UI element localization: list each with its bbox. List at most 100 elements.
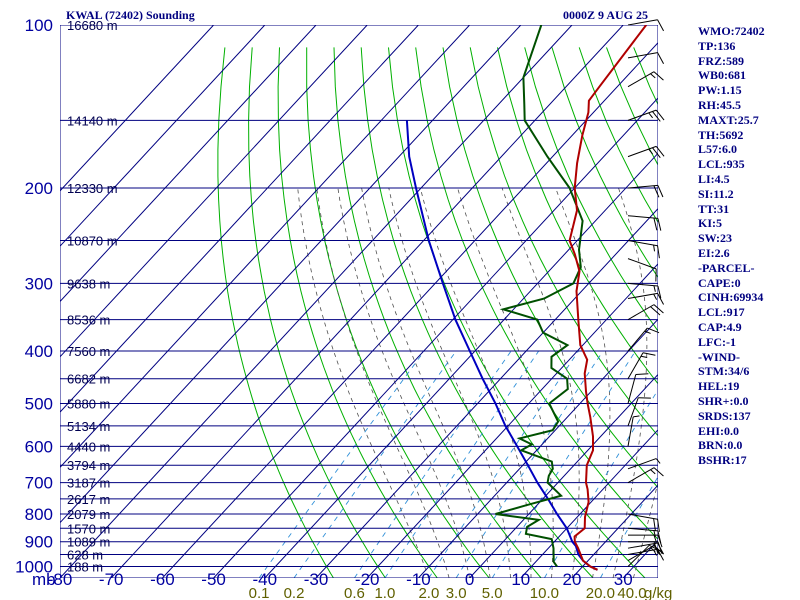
wind-barb-feather xyxy=(653,71,664,81)
sounding-timestamp: 0000Z 9 AUG 25 xyxy=(563,8,649,22)
wind-barb-half-feather xyxy=(648,112,653,119)
wind-barb-half-feather xyxy=(653,530,656,537)
wind-barb-feather xyxy=(647,327,660,334)
dry-adiabat xyxy=(360,47,594,578)
wind-barb-shaft xyxy=(627,397,639,427)
wind-barb-feather xyxy=(653,467,664,477)
wind-barb-shaft xyxy=(627,52,658,59)
isotherm xyxy=(315,207,658,578)
pressure-tick-label: 100 xyxy=(25,16,53,35)
wind-barb xyxy=(627,304,664,321)
mixing-ratio-line xyxy=(258,350,425,578)
index-item: L57:6.0 xyxy=(698,142,737,157)
wind-barb xyxy=(627,282,662,299)
wind-barb-feather xyxy=(657,530,662,544)
temperature-line xyxy=(568,25,647,571)
temperature-tick-label: -50 xyxy=(201,570,226,589)
wind-barb-half-feather xyxy=(653,293,658,300)
wind-barb-feather xyxy=(655,146,665,157)
wind-barb-half-feather xyxy=(650,469,656,475)
wind-barb-shaft xyxy=(627,292,658,300)
mixing-ratio-label: 0.2 xyxy=(284,585,305,600)
index-item: EHI:0.0 xyxy=(698,423,740,438)
pressure-tick-label: 1000 xyxy=(15,558,53,577)
wind-barb-feather xyxy=(653,541,659,554)
index-item: -PARCEL- xyxy=(698,260,755,275)
wind-barb-shaft xyxy=(627,458,657,470)
wind-barb-shaft xyxy=(627,282,658,287)
wind-barb-feather xyxy=(657,19,665,32)
pressure-tick-label: 400 xyxy=(25,342,53,361)
isotherm xyxy=(60,25,266,247)
height-label: 1570 m xyxy=(67,521,110,536)
dry-adiabat xyxy=(277,47,438,578)
height-label: 7560 m xyxy=(67,344,110,359)
index-item: WB0:681 xyxy=(698,68,746,83)
wind-barb-half-feather xyxy=(653,534,657,542)
wind-barb xyxy=(627,548,665,561)
plot-frame xyxy=(60,25,658,578)
isotherm xyxy=(60,25,214,192)
height-label: 5880 m xyxy=(67,397,110,412)
stability-indices-list: WMO:72402 TP:136 FRZ:589 WB0:681 PW:1.15 RH:4… xyxy=(698,24,765,468)
moist-adiabat xyxy=(337,187,470,578)
mixing-ratio-line xyxy=(293,350,457,578)
height-label: 9638 m xyxy=(67,276,110,291)
pressure-tick-label: 300 xyxy=(25,274,53,293)
pressure-tick-label: 700 xyxy=(25,474,53,493)
moist-adiabat xyxy=(361,187,491,578)
index-item: PW:1.15 xyxy=(698,83,742,98)
index-item: TP:136 xyxy=(698,38,736,53)
wind-barb-shaft xyxy=(627,145,657,158)
chart-title: KWAL (72402) Sounding xyxy=(66,8,195,22)
index-item: KI:5 xyxy=(698,216,722,231)
wind-barb-half-feather xyxy=(653,244,656,252)
wind-barb-half-feather xyxy=(644,330,651,334)
temperature-tick-label: 20 xyxy=(563,570,582,589)
wind-barb-feather xyxy=(653,185,660,198)
index-item: WMO:72402 xyxy=(698,24,765,38)
wind-barb-half-feather xyxy=(655,458,661,464)
dry-adiabat xyxy=(497,47,658,385)
wind-barb-feather xyxy=(635,373,649,376)
wind-barb-half-feather xyxy=(640,355,648,358)
temperature-tick-label: 0 xyxy=(465,570,474,589)
wind-barb-feather xyxy=(652,111,661,122)
wind-barb-half-feather xyxy=(648,148,653,155)
dry-adiabat xyxy=(469,47,658,437)
index-item: SI:11.2 xyxy=(698,186,734,201)
dry-adiabat xyxy=(306,47,490,578)
wind-barb-shaft xyxy=(627,71,655,88)
mixing-ratio-line xyxy=(491,350,636,578)
index-item: SW:23 xyxy=(698,231,733,246)
isotherm xyxy=(366,263,658,578)
index-item: BRN:0.0 xyxy=(698,438,743,453)
wind-barb xyxy=(627,240,660,259)
wind-barb-shaft xyxy=(627,240,658,247)
wind-barb-shaft xyxy=(627,19,658,26)
height-label: 5134 m xyxy=(67,419,110,434)
isotherm xyxy=(571,484,658,578)
wind-barb-feather xyxy=(653,217,658,231)
pressure-tick-label: 500 xyxy=(25,395,53,414)
moist-adiabat xyxy=(419,187,532,578)
mixing-ratio-line xyxy=(455,350,604,578)
index-item: RH:45.5 xyxy=(698,97,741,112)
height-label: 628 m xyxy=(67,547,103,562)
mixing-ratio-line xyxy=(600,475,658,578)
dry-adiabat xyxy=(442,47,658,489)
wind-barb-feather xyxy=(657,519,660,532)
wind-barb-shaft xyxy=(627,513,658,520)
dry-adiabat xyxy=(770,47,800,578)
moist-adiabat xyxy=(555,187,611,578)
moist-adiabat xyxy=(316,187,450,578)
moist-adiabat xyxy=(388,187,511,578)
moist-adiabat xyxy=(612,187,648,578)
index-item: TH:5692 xyxy=(698,127,744,142)
wind-barb xyxy=(627,527,662,544)
wind-barb xyxy=(627,458,661,470)
index-item: CAPE:0 xyxy=(698,275,741,290)
wind-barb xyxy=(627,109,665,122)
wind-barb xyxy=(627,352,656,379)
